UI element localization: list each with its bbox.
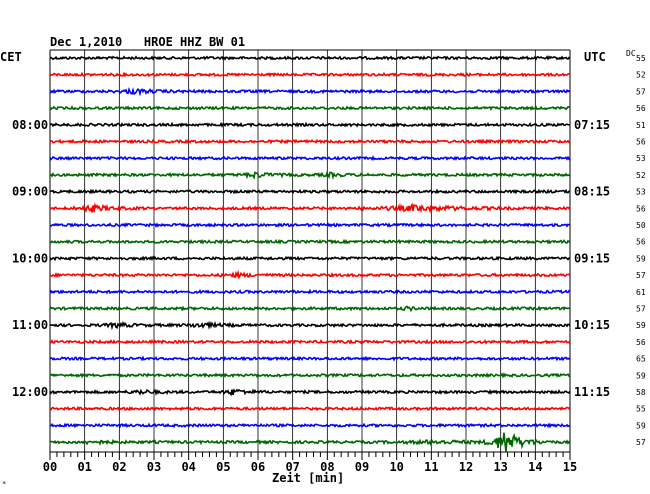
trace-row-20: [49, 388, 571, 397]
dc-value: 59: [636, 321, 646, 330]
trace-row-12: [49, 255, 571, 262]
x-tick-label: 09: [355, 460, 369, 474]
dc-value: 57: [636, 438, 646, 447]
utc-time-label: 11:15: [574, 385, 610, 399]
x-axis-label: Zeit [min]: [272, 471, 344, 485]
dc-value: 57: [636, 305, 646, 314]
chart-title: Dec 1,2010 HROE HHZ BW 01: [50, 35, 245, 49]
dc-value: 59: [636, 371, 646, 380]
trace-row-19: [49, 372, 571, 379]
x-tick-label: 08: [320, 460, 334, 474]
dc-value: 53: [636, 154, 646, 163]
dc-value: 53: [636, 188, 646, 197]
dc-value: 50: [636, 221, 646, 230]
dc-value: 57: [636, 271, 646, 280]
x-tick-label: 01: [77, 460, 91, 474]
corner-mark: *: [2, 480, 6, 488]
x-tick-label: 13: [493, 460, 507, 474]
x-tick-label: 03: [147, 460, 161, 474]
trace-row-11: [49, 238, 571, 245]
trace-row-17: [49, 338, 571, 345]
dc-value: 59: [636, 421, 646, 430]
dc-value: 56: [636, 238, 646, 247]
trace-row-2: [49, 86, 571, 97]
dc-value: 56: [636, 104, 646, 113]
utc-time-label: 09:15: [574, 251, 610, 265]
trace-row-13: [49, 269, 571, 280]
dc-value: 58: [636, 388, 646, 397]
cet-label: CET: [0, 50, 22, 64]
dc-value: 51: [636, 121, 646, 130]
trace-row-10: [49, 222, 570, 229]
dc-value: 55: [636, 405, 646, 414]
trace-row-7: [49, 171, 571, 181]
x-tick-label: 06: [251, 460, 265, 474]
utc-time-label: 08:15: [574, 185, 610, 199]
trace-row-1: [49, 71, 571, 78]
dc-value: 55: [636, 54, 646, 63]
trace-row-22: [49, 422, 571, 429]
x-tick-label: 12: [459, 460, 473, 474]
utc-label: UTC: [584, 50, 606, 64]
dc-value: 56: [636, 138, 646, 147]
dc-value: 56: [636, 338, 646, 347]
trace-row-15: [49, 305, 571, 313]
dc-value: 52: [636, 71, 646, 80]
trace-row-16: [49, 320, 571, 331]
dc-value: 52: [636, 171, 646, 180]
trace-row-14: [49, 288, 571, 295]
x-tick-label: 04: [181, 460, 195, 474]
dc-value: 61: [636, 288, 646, 297]
x-tick-label: 00: [43, 460, 57, 474]
cet-time-label: 12:00: [12, 385, 48, 399]
cet-time-label: 09:00: [12, 185, 48, 199]
x-tick-label: 11: [424, 460, 438, 474]
dc-value: 57: [636, 87, 646, 96]
cet-time-label: 10:00: [12, 251, 48, 265]
trace-row-8: [49, 188, 571, 195]
x-tick-label: 14: [528, 460, 542, 474]
trace-row-9: [49, 202, 571, 214]
x-tick-label: 05: [216, 460, 230, 474]
cet-time-label: 11:00: [12, 318, 48, 332]
trace-row-0: [49, 55, 571, 61]
x-tick-label: 15: [563, 460, 577, 474]
trace-row-6: [49, 155, 571, 162]
dc-value: 59: [636, 254, 646, 263]
x-tick-label: 02: [112, 460, 126, 474]
utc-time-label: 10:15: [574, 318, 610, 332]
dc-header: DC: [626, 49, 636, 58]
trace-row-21: [49, 405, 571, 412]
utc-time-label: 07:15: [574, 118, 610, 132]
trace-row-23: [49, 432, 571, 452]
grid: [49, 49, 571, 460]
trace-row-18: [49, 355, 571, 362]
trace-row-3: [49, 105, 571, 111]
x-tick-label: 10: [389, 460, 403, 474]
x-tick-label: 07: [285, 460, 299, 474]
trace-row-4: [49, 121, 571, 128]
cet-time-label: 08:00: [12, 118, 48, 132]
dc-value: 65: [636, 355, 646, 364]
trace-row-5: [49, 138, 570, 145]
dc-value: 56: [636, 204, 646, 213]
seismogram-traces: [49, 55, 571, 452]
